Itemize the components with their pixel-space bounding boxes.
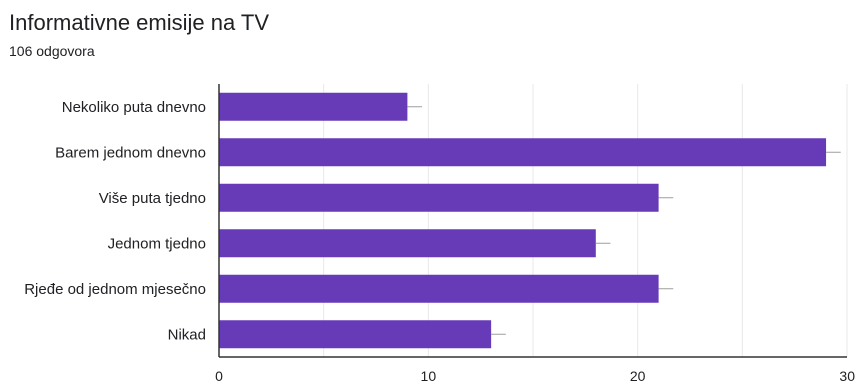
chart-title: Informativne emisije na TV [9,10,270,35]
x-tick-label: 0 [215,368,223,384]
bars [219,92,841,349]
category-label: Nekoliko puta dnevno [62,99,206,116]
category-label: Više puta tjedno [99,190,206,207]
tick-labels: 0 10 20 30 [215,368,855,384]
bar [219,274,659,303]
category-label: Jednom tjedno [108,235,206,252]
x-tick-label: 20 [630,368,646,384]
category-labels: Nekoliko puta dnevno Barem jednom dnevno V… [24,99,206,344]
category-label: Rjeđe od jednom mjesečno [24,281,206,298]
category-label: Barem jednom dnevno [55,144,206,161]
bar [219,183,659,212]
x-tick-label: 30 [839,368,855,384]
bar [219,320,492,349]
category-label: Nikad [168,326,206,343]
grid-lines [323,84,848,357]
x-tick-label: 10 [421,368,437,384]
bar [219,92,408,121]
axes [218,84,847,358]
bar [219,229,596,258]
response-count: 106 odgovora [9,43,95,59]
bar [219,138,827,167]
